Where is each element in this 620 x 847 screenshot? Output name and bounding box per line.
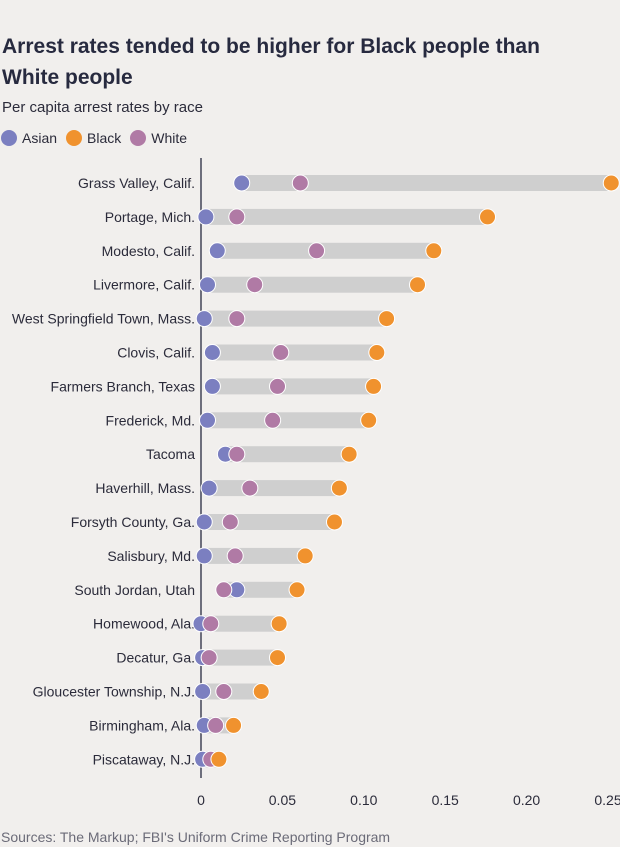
dot-white [202, 615, 220, 633]
range-bar [204, 310, 387, 327]
range-bar [241, 175, 612, 191]
category-label: Grass Valley, Calif. [78, 175, 195, 191]
category-label: South Jordan, Utah [74, 582, 195, 598]
dot-white [264, 411, 282, 429]
category-label: Piscataway, N.J. [93, 751, 195, 767]
dot-black [330, 479, 348, 497]
dot-black [270, 615, 288, 633]
dot-black [252, 683, 270, 700]
dot-asian [195, 310, 213, 328]
dot-white [228, 208, 246, 226]
range-bar [217, 242, 434, 259]
dot-black [360, 411, 378, 429]
x-tick-label: 0.10 [350, 792, 377, 808]
category-label: Tacoma [146, 446, 195, 462]
dot-white [228, 445, 246, 463]
dot-black [425, 242, 443, 260]
dot-black [288, 581, 306, 599]
dot-white [226, 547, 244, 565]
range-bar [205, 208, 488, 225]
dot-asian [208, 242, 226, 260]
category-label: Birmingham, Ala. [89, 717, 195, 733]
category-label: Haverhill, Mass. [95, 480, 195, 496]
legend-item-asian: Asian [1, 130, 57, 146]
dot-black [225, 716, 243, 734]
category-label: Livermore, Calif. [93, 277, 195, 293]
dot-white [241, 479, 259, 497]
dot-white [272, 344, 290, 361]
legend-label-asian: Asian [22, 130, 58, 146]
x-tick-label: 0.05 [269, 792, 296, 808]
dot-black [340, 445, 358, 463]
dot-white [215, 683, 233, 700]
dot-asian [203, 344, 221, 361]
dot-black [409, 276, 427, 294]
category-label: West Springfield Town, Mass. [12, 311, 195, 327]
dot-asian [233, 174, 251, 192]
source-note: Sources: The Markup; FBI's Uniform Crime… [1, 829, 391, 845]
category-label: Frederick, Md. [106, 412, 195, 428]
legend-label-black: Black [87, 130, 122, 146]
dot-white [207, 716, 225, 734]
dot-asian [195, 513, 213, 531]
dot-black [368, 344, 386, 361]
dot-black [296, 547, 314, 565]
legend-label-white: White [151, 130, 188, 146]
dot-white [221, 513, 239, 531]
dot-white [215, 581, 233, 599]
chart-title: Arrest rates tended to be higher for Bla… [2, 35, 540, 89]
chart-subtitle: Per capita arrest rates by race [2, 99, 203, 116]
dot-asian [199, 276, 217, 294]
dot-white [269, 377, 287, 395]
range-bar [225, 446, 350, 463]
category-label: Portage, Mich. [105, 209, 195, 225]
category-label: Homewood, Ala. [93, 616, 195, 632]
dot-asian [200, 479, 218, 497]
x-tick-label: 0 [197, 792, 205, 808]
category-label: Modesto, Calif. [102, 243, 195, 259]
legend: Asian Black White [1, 128, 196, 148]
range-bar [212, 344, 377, 361]
x-tick-label: 0.15 [432, 792, 459, 808]
range-bar [204, 547, 306, 564]
category-label: Salisbury, Md. [107, 548, 195, 564]
dot-asian [199, 411, 217, 429]
dot-white [308, 242, 326, 260]
dot-asian [203, 377, 221, 395]
range-bar [202, 649, 278, 666]
dot-white [200, 649, 218, 667]
dot-asian [194, 683, 212, 700]
dot-black [210, 750, 228, 768]
dot-white [228, 310, 246, 328]
category-label: Farmers Branch, Texas [51, 378, 195, 394]
dot-black [325, 513, 343, 531]
dot-asian [197, 208, 215, 226]
range-bar [207, 412, 369, 429]
category-label: Gloucester Township, N.J. [33, 684, 195, 700]
legend-swatch-white [130, 130, 147, 146]
dot-black [602, 174, 620, 192]
legend-swatch-asian [1, 130, 17, 146]
legend-item-black: Black [66, 130, 121, 146]
range-bar [209, 480, 340, 497]
category-label: Decatur, Ga. [116, 650, 195, 666]
range-bar [201, 615, 280, 632]
dot-black [378, 310, 396, 328]
category-label: Clovis, Calif. [117, 345, 195, 361]
range-bar [207, 276, 418, 293]
dot-white [291, 174, 309, 192]
legend-swatch-black [66, 130, 83, 146]
dot-white [246, 276, 264, 294]
legend-item-white: White [130, 130, 187, 146]
dot-black [365, 377, 383, 395]
category-label: Forsyth County, Ga. [71, 514, 195, 530]
dot-black [269, 649, 287, 667]
range-bar [212, 378, 374, 395]
x-tick-label: 0.20 [513, 792, 540, 808]
dot-black [479, 208, 497, 226]
dot-asian [195, 547, 213, 565]
x-tick-label: 0.25 [594, 792, 620, 808]
